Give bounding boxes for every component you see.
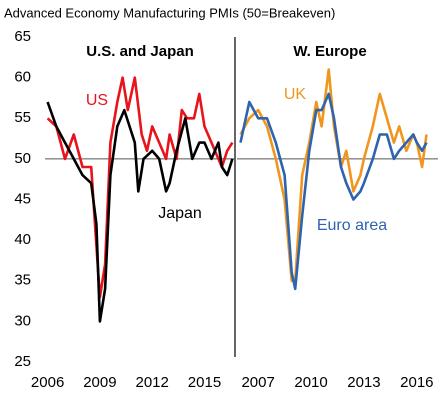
x-tick-label: 2006 (31, 374, 64, 391)
series-line (239, 92, 428, 291)
y-tick-label: 45 (14, 190, 31, 207)
x-tick-label: 2007 (241, 374, 274, 391)
series-line (46, 101, 234, 323)
x-tick-label: 2013 (347, 374, 380, 391)
series-line (239, 68, 428, 283)
panel-title: U.S. and Japan (86, 43, 194, 60)
series-label: Euro area (317, 217, 387, 234)
y-tick-label: 40 (14, 231, 31, 248)
x-tick-label: 2015 (188, 374, 221, 391)
y-tick-label: 55 (14, 109, 31, 126)
x-tick-label: 2010 (294, 374, 327, 391)
series-label: US (86, 92, 108, 109)
series-label: Japan (158, 205, 202, 222)
x-tick-label: 2012 (136, 374, 169, 391)
y-tick-label: 30 (14, 312, 31, 329)
y-tick-label: 65 (14, 28, 31, 45)
series-label: UK (284, 86, 307, 103)
y-tick-label: 50 (14, 150, 31, 167)
series-line (46, 76, 234, 299)
chart-title: Advanced Economy Manufacturing PMIs (50=… (4, 5, 335, 20)
y-tick-label: 35 (14, 272, 31, 289)
x-tick-label: 2016 (400, 374, 433, 391)
panel-title: W. Europe (293, 43, 366, 60)
y-tick-label: 25 (14, 353, 31, 370)
y-tick-label: 60 (14, 69, 31, 86)
x-tick-label: 2009 (83, 374, 116, 391)
